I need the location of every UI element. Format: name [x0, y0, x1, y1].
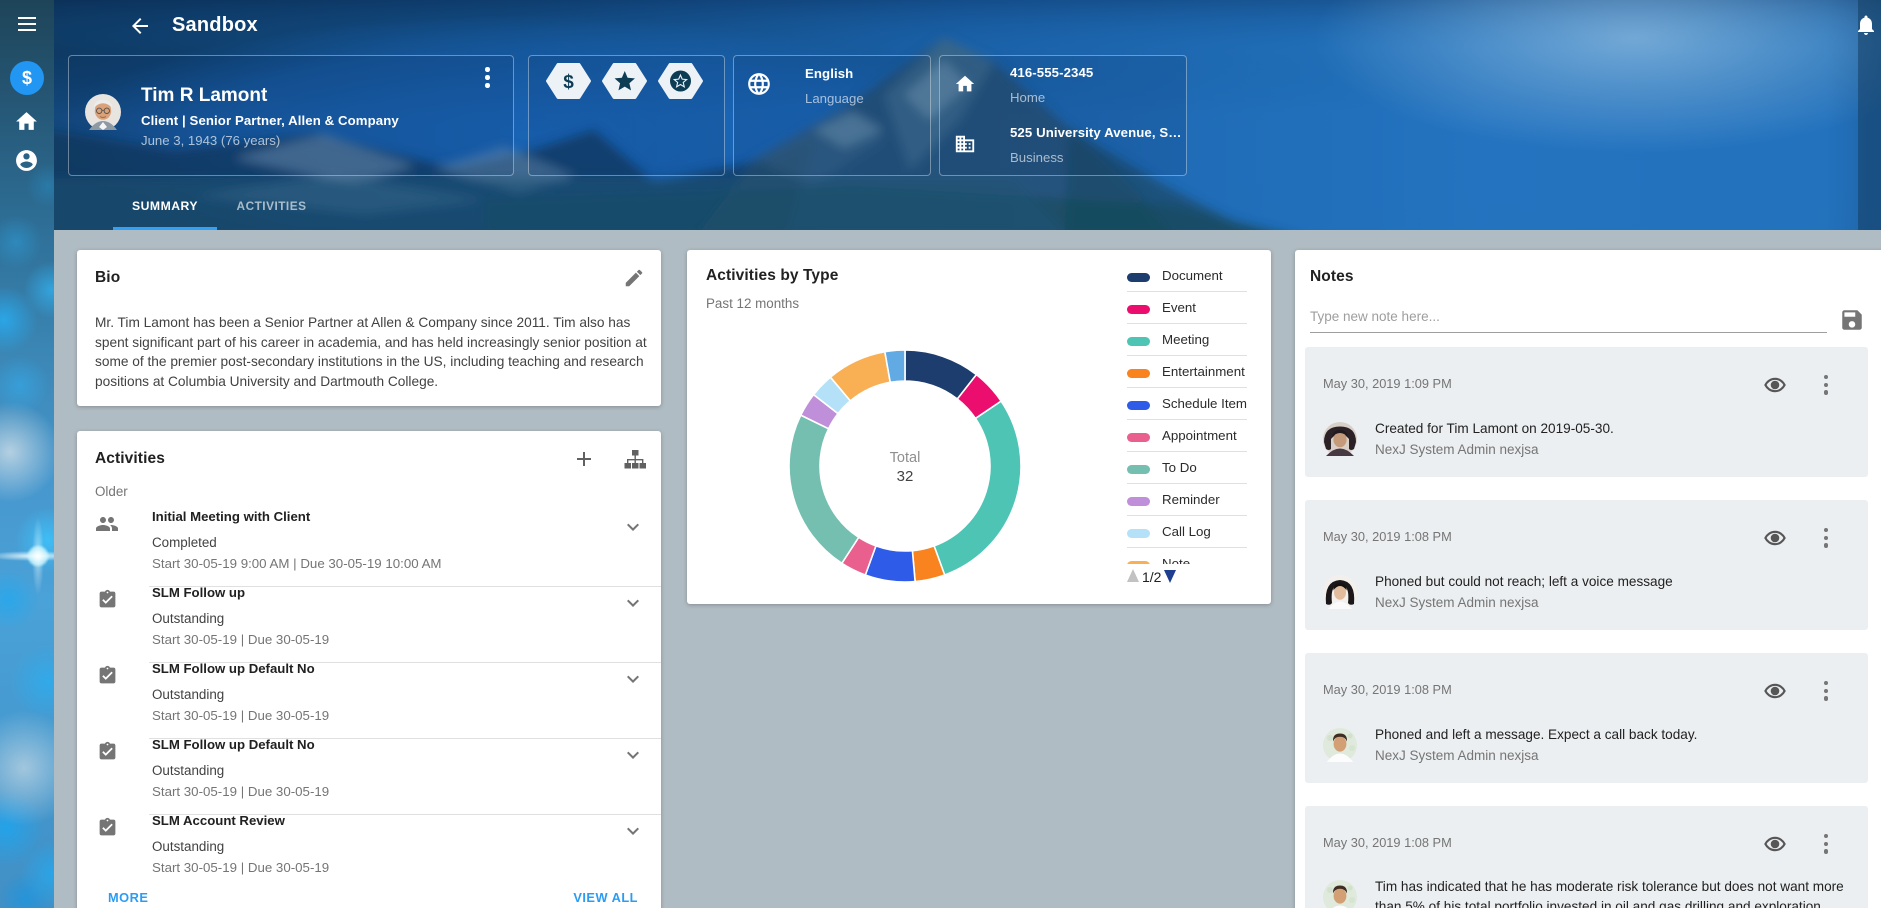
svg-text:$: $: [563, 72, 574, 93]
